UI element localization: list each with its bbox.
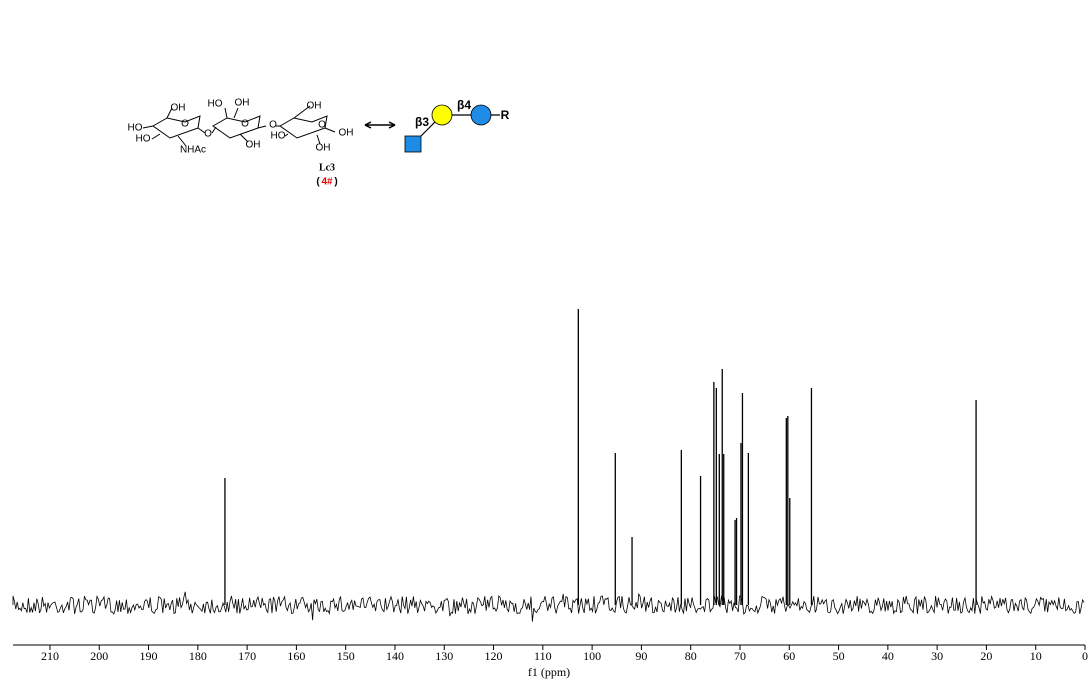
double-arrow <box>364 121 396 129</box>
x-tick-label: 210 <box>41 649 59 663</box>
x-tick-label: 120 <box>485 649 503 663</box>
x-tick-label: 130 <box>435 649 453 663</box>
linkage-label: β4 <box>457 98 471 112</box>
atom-label: OH <box>235 98 250 109</box>
x-tick-label: 0 <box>1082 649 1088 663</box>
x-tick-label: 30 <box>931 649 943 663</box>
gal-symbol <box>431 104 453 126</box>
glcnac-symbol <box>404 135 422 153</box>
x-tick-label: 150 <box>337 649 355 663</box>
atom-label: O <box>269 120 277 131</box>
atom-label: O <box>204 129 212 140</box>
linkage-label: β3 <box>415 115 429 129</box>
atom-label: O <box>241 119 249 130</box>
x-tick-label: 20 <box>980 649 992 663</box>
x-tick-label: 140 <box>386 649 404 663</box>
x-tick-label: 60 <box>783 649 795 663</box>
x-tick-label: 50 <box>833 649 845 663</box>
bonds <box>142 105 336 147</box>
atom-label: HO <box>208 99 223 110</box>
x-tick-label: 160 <box>287 649 305 663</box>
atom-label: OH <box>316 143 331 154</box>
ring <box>212 115 261 139</box>
x-tick-label: 70 <box>734 649 746 663</box>
atom-label: OH <box>339 128 354 139</box>
x-tick-label: 90 <box>635 649 647 663</box>
x-tick-label: 80 <box>685 649 697 663</box>
baseline-noise <box>12 591 1085 622</box>
x-tick-label: 200 <box>90 649 108 663</box>
atom-label: O <box>318 120 326 131</box>
x-axis-label: f1 (ppm) <box>528 665 570 679</box>
x-tick-label: 170 <box>238 649 256 663</box>
atom-label: OH <box>307 101 322 112</box>
atom-label: NHAc <box>180 145 206 156</box>
ring <box>152 115 201 139</box>
x-tick-label: 100 <box>583 649 601 663</box>
atom-label: HO <box>271 131 286 142</box>
compound-id: ) <box>334 177 337 188</box>
aglycone-label: R <box>501 108 510 122</box>
compound-id: ( <box>316 177 320 188</box>
x-tick-label: 110 <box>534 649 552 663</box>
atom-label: HO <box>136 134 151 145</box>
atom-label: OH <box>171 103 186 114</box>
glc-symbol <box>470 104 492 126</box>
x-tick-label: 180 <box>189 649 207 663</box>
x-tick-label: 190 <box>140 649 158 663</box>
compound-name: Lc3 <box>319 162 335 173</box>
x-tick-label: 10 <box>1030 649 1042 663</box>
atom-label: O <box>181 119 189 130</box>
x-tick-label: 40 <box>882 649 894 663</box>
compound-id: 4# <box>321 177 333 188</box>
atom-label: HO <box>128 123 143 134</box>
atom-label: OH <box>246 140 261 151</box>
